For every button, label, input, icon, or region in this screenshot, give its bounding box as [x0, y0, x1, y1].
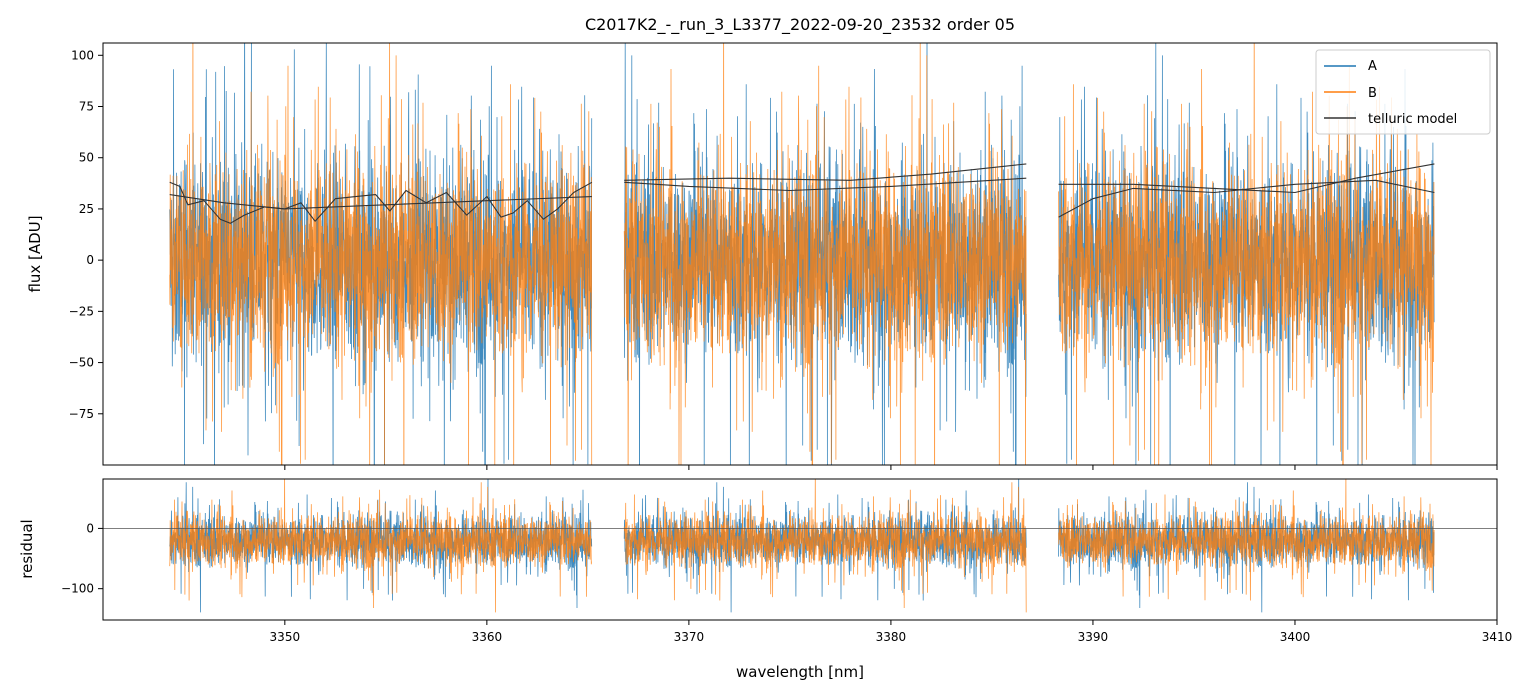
legend-label-a: A: [1368, 59, 1377, 74]
x-tick-label: 3410: [1482, 630, 1513, 644]
axes-ticks: −75 −50 −25 0 25 50 75 100 −100 0 3350 3360 3370 3380…: [61, 48, 1512, 644]
telluric-model-curve-3: [624, 177, 1027, 192]
top-y-tick-label: −75: [69, 407, 94, 421]
x-tick-label: 3400: [1280, 630, 1311, 644]
residual-b-segment-2: [623, 479, 1027, 613]
residual-b-segment-1: [169, 479, 593, 613]
bottom-y-tick-label: 0: [86, 521, 94, 535]
telluric-model-curve-5: [1058, 179, 1435, 218]
legend-label-b: B: [1368, 86, 1377, 101]
x-tick-label: 3360: [472, 630, 503, 644]
x-axis-label: wavelength [nm]: [736, 663, 864, 681]
telluric-model-curve-6: [1058, 163, 1435, 194]
bottom-y-axis-label: residual: [18, 519, 36, 578]
top-y-tick-label: −50: [69, 356, 94, 370]
series-b-segment-2: [623, 43, 1027, 465]
x-tick-label: 3390: [1078, 630, 1109, 644]
x-tick-label: 3350: [270, 630, 301, 644]
legend-box: [1315, 49, 1491, 135]
series-b-segment-1: [169, 43, 593, 465]
top-y-tick-label: 25: [79, 202, 94, 216]
top-y-tick-label: 100: [71, 48, 94, 62]
top-axes-frame: [102, 42, 1498, 466]
top-y-tick-label: 50: [79, 151, 94, 165]
telluric-model-curve-4: [624, 163, 1027, 181]
x-tick-label: 3380: [876, 630, 907, 644]
legend: A B telluric model: [1315, 49, 1491, 135]
residual-b-segment-3: [1058, 479, 1435, 601]
bottom-y-tick-label: −100: [61, 582, 94, 596]
chart-title: C2017K2_-_run_3_L3377_2022-09-20_23532 o…: [585, 15, 1015, 35]
telluric-model-curve-2: [169, 194, 592, 210]
bottom-plot-area: [103, 479, 1497, 613]
x-tick-label: 3370: [674, 630, 705, 644]
top-y-tick-label: 75: [79, 100, 94, 114]
series-b-segment-3: [1058, 43, 1435, 465]
top-y-tick-label: −25: [69, 304, 94, 318]
top-plot-area: [169, 43, 1435, 465]
top-y-axis-label: flux [ADU]: [26, 215, 44, 292]
top-y-tick-label: 0: [86, 253, 94, 267]
legend-label-telluric: telluric model: [1368, 112, 1457, 127]
bottom-axes-frame: [102, 478, 1498, 621]
telluric-model-curve-1: [169, 181, 593, 224]
